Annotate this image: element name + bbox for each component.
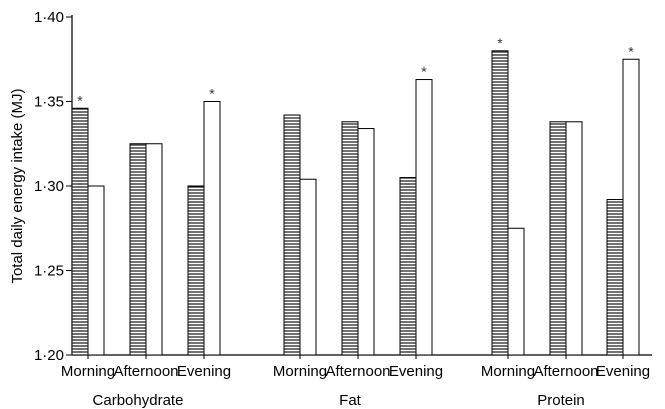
bar-hatched xyxy=(129,143,147,356)
bar-open xyxy=(145,143,163,356)
bar-hatched xyxy=(341,121,359,356)
bar-hatched xyxy=(283,114,301,356)
bar-open xyxy=(87,185,105,356)
x-tick-label: Evening xyxy=(177,363,231,380)
bar-open xyxy=(357,128,375,356)
x-tick-label: Morning xyxy=(61,363,115,380)
bar-open xyxy=(299,178,317,356)
group-label: Carbohydrate xyxy=(93,392,184,409)
bar-hatched xyxy=(549,121,567,356)
significance-star: * xyxy=(497,35,503,51)
significance-star: * xyxy=(628,43,634,59)
bar-hatched xyxy=(491,50,509,356)
bar-hatched xyxy=(399,177,417,356)
x-tick-label: Morning xyxy=(273,363,327,380)
y-tick-label: 1·40 xyxy=(34,9,64,26)
bar-open xyxy=(507,227,525,356)
x-tick-label: Morning xyxy=(481,363,535,380)
y-axis-label: Total daily energy intake (MJ) xyxy=(9,88,26,283)
significance-star: * xyxy=(209,86,215,102)
bar-hatched xyxy=(606,199,624,356)
x-tick-label: Afternoon xyxy=(533,363,598,380)
bar-open xyxy=(565,121,583,356)
group-label: Protein xyxy=(537,392,585,409)
significance-star: * xyxy=(421,64,427,80)
y-tick-label: 1·20 xyxy=(34,347,64,364)
x-tick-label: Afternoon xyxy=(325,363,390,380)
significance-star: * xyxy=(77,92,83,108)
x-tick-label: Afternoon xyxy=(113,363,178,380)
y-tick-label: 1·35 xyxy=(34,94,64,111)
bar-open xyxy=(415,79,433,356)
group-label: Fat xyxy=(339,392,362,409)
bar-hatched xyxy=(71,107,89,356)
x-tick-label: Evening xyxy=(389,363,443,380)
y-tick-label: 1·25 xyxy=(34,263,64,280)
x-tick-label: Evening xyxy=(596,363,650,380)
y-tick-label: 1·30 xyxy=(34,178,64,195)
plot-area: 1·20 1·25 1·30 1·35 1·40 Total daily energy i… xyxy=(9,9,652,409)
bar-open xyxy=(622,58,640,356)
bar-hatched xyxy=(187,185,205,356)
bar-open xyxy=(203,101,221,356)
